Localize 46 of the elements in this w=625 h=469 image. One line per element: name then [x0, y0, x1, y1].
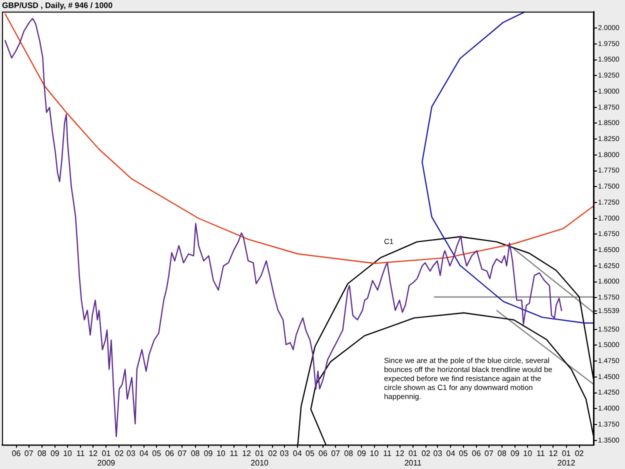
x-tick-label: 10	[523, 448, 533, 458]
x-tick-label: 03	[126, 448, 136, 458]
x-tick-label: 03	[433, 448, 443, 458]
x-tick-label: 03	[280, 448, 290, 458]
x-tick-label: 02	[268, 448, 278, 458]
x-tick-label: 12	[88, 448, 98, 458]
x-tick-label: 09	[357, 448, 367, 458]
x-tick-label: 04	[446, 448, 456, 458]
x-tick-label: 09	[50, 448, 60, 458]
x-tick-label: 12	[548, 448, 558, 458]
x-tick-label: 01 2009	[97, 448, 116, 468]
x-tick-label: 11	[76, 448, 86, 458]
x-tick-label: 10	[370, 448, 380, 458]
x-tick-label: 08	[190, 448, 200, 458]
x-tick-label: 06	[165, 448, 175, 458]
x-tick-label: 10	[63, 448, 73, 458]
x-tick-label: 07	[484, 448, 494, 458]
x-tick-label: 10	[216, 448, 226, 458]
x-tick-label: 08	[37, 448, 47, 458]
x-tick-label: 04	[292, 448, 302, 458]
x-tick-label: 08	[344, 448, 354, 458]
x-tick-label: 06	[12, 448, 22, 458]
x-tick-label: 01 2010	[250, 448, 270, 468]
x-tick-label: 09	[204, 448, 214, 458]
x-tick-label: 01 2011	[404, 448, 422, 468]
x-tick-label: 02	[421, 448, 431, 458]
x-tick-label: 02	[574, 448, 584, 458]
x-tick-label: 06	[318, 448, 328, 458]
x-tick-label: 01 2012	[557, 448, 576, 468]
x-tick-label: 12	[242, 448, 252, 458]
x-tick-label: 08	[498, 448, 507, 458]
x-tick-label: 11	[383, 448, 392, 458]
x-tick-label: 05	[152, 448, 162, 458]
x-tick-label: 05	[458, 448, 468, 458]
x-tick-label: 06	[472, 448, 482, 458]
x-tick-label: 12	[395, 448, 405, 458]
chart-title: GBP/USD , Daily, # 946 / 1000	[2, 1, 114, 10]
x-tick-label: 04	[140, 448, 150, 458]
x-tick-label: 11	[536, 448, 546, 458]
x-tick-label: 09	[510, 448, 520, 458]
x-tick-label: 05	[306, 448, 315, 458]
x-tick-label: 11	[230, 448, 239, 458]
x-tick-label: 07	[331, 448, 341, 458]
x-tick-label: 07	[178, 448, 188, 458]
x-tick-label: 02	[114, 448, 124, 458]
x-tick-label: 07	[24, 448, 34, 458]
